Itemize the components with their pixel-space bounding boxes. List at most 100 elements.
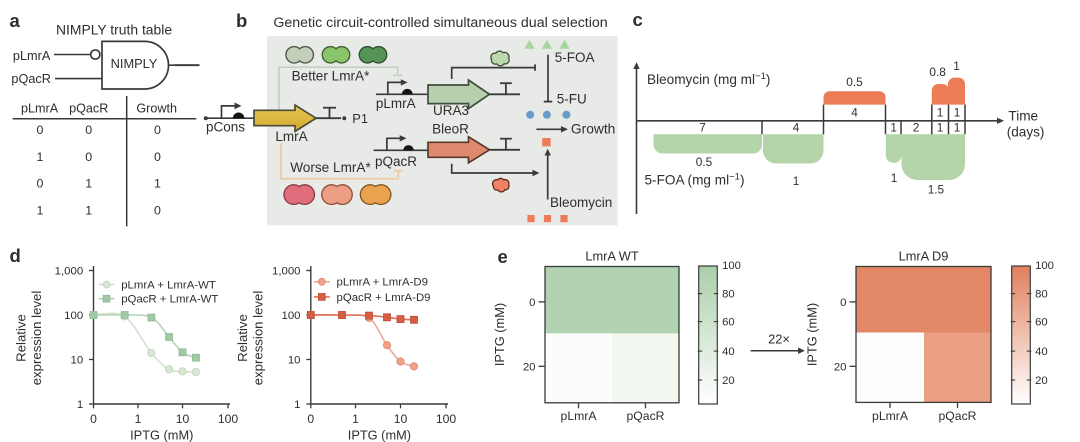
svg-text:5-FOA: 5-FOA xyxy=(555,50,595,65)
svg-text:1: 1 xyxy=(793,174,800,188)
svg-text:2: 2 xyxy=(913,121,920,135)
svg-text:10: 10 xyxy=(394,412,408,426)
svg-text:Time: Time xyxy=(1008,109,1038,124)
svg-text:4: 4 xyxy=(793,121,800,135)
svg-text:60: 60 xyxy=(1035,317,1048,329)
svg-text:IPTG (mM): IPTG (mM) xyxy=(348,428,411,442)
svg-text:5-FU: 5-FU xyxy=(557,92,587,107)
svg-text:1: 1 xyxy=(352,412,359,426)
svg-text:60: 60 xyxy=(722,317,735,329)
svg-text:Better LmrA*: Better LmrA* xyxy=(292,69,371,84)
svg-text:Bleomycin (mg ml−1): Bleomycin (mg ml−1) xyxy=(647,71,770,87)
svg-text:0: 0 xyxy=(154,204,161,218)
svg-text:40: 40 xyxy=(722,346,735,358)
svg-text:LmrA: LmrA xyxy=(275,129,307,144)
svg-text:1: 1 xyxy=(135,412,142,426)
svg-text:0.8: 0.8 xyxy=(929,65,946,79)
svg-text:Growth: Growth xyxy=(136,101,177,115)
svg-text:pLmrA: pLmrA xyxy=(13,49,51,63)
svg-text:0.5: 0.5 xyxy=(696,155,713,169)
svg-text:100: 100 xyxy=(722,260,741,272)
svg-text:Growth: Growth xyxy=(571,122,615,137)
svg-text:pQacR: pQacR xyxy=(627,409,665,423)
svg-text:pQacR + LmrA-WT: pQacR + LmrA-WT xyxy=(121,294,218,306)
svg-text:LmrA D9: LmrA D9 xyxy=(899,249,949,264)
svg-text:1: 1 xyxy=(37,204,44,218)
svg-text:P1: P1 xyxy=(352,111,368,126)
svg-text:0: 0 xyxy=(154,123,161,137)
svg-text:80: 80 xyxy=(1035,289,1048,301)
svg-text:20: 20 xyxy=(1035,375,1048,387)
svg-text:e: e xyxy=(498,246,508,267)
svg-text:1: 1 xyxy=(953,59,960,73)
svg-text:IPTG (mM): IPTG (mM) xyxy=(492,303,507,366)
svg-text:pLmrA + LmrA-WT: pLmrA + LmrA-WT xyxy=(121,279,216,291)
svg-text:1,000: 1,000 xyxy=(272,266,301,278)
svg-text:0: 0 xyxy=(85,150,92,164)
svg-text:pLmrA: pLmrA xyxy=(21,101,59,115)
svg-text:Genetic circuit-controlled sim: Genetic circuit-controlled simultaneous … xyxy=(273,15,607,31)
svg-text:Relative: Relative xyxy=(235,314,250,362)
svg-text:100: 100 xyxy=(64,310,83,322)
svg-text:LmrA WT: LmrA WT xyxy=(585,249,639,264)
svg-text:1: 1 xyxy=(85,177,92,191)
svg-text:b: b xyxy=(236,10,247,31)
svg-text:pQacR: pQacR xyxy=(69,101,108,115)
svg-text:Bleomycin: Bleomycin xyxy=(550,195,612,210)
svg-text:IPTG (mM): IPTG (mM) xyxy=(130,428,193,442)
svg-text:0: 0 xyxy=(37,123,44,137)
svg-text:22×: 22× xyxy=(768,332,790,347)
svg-text:pLmrA: pLmrA xyxy=(872,409,909,423)
svg-text:100: 100 xyxy=(281,310,300,322)
svg-text:Relative: Relative xyxy=(13,314,28,362)
svg-text:0: 0 xyxy=(85,123,92,137)
svg-text:1: 1 xyxy=(891,171,898,185)
svg-text:1: 1 xyxy=(937,105,944,119)
svg-text:c: c xyxy=(633,9,643,30)
svg-text:(days): (days) xyxy=(1007,125,1045,140)
svg-text:1: 1 xyxy=(937,121,944,135)
svg-text:4: 4 xyxy=(851,105,858,119)
svg-text:a: a xyxy=(10,10,21,31)
svg-text:pQacR + LmrA-D9: pQacR + LmrA-D9 xyxy=(337,292,431,304)
svg-text:10: 10 xyxy=(71,355,84,367)
svg-text:20: 20 xyxy=(834,361,847,373)
svg-text:1: 1 xyxy=(154,177,161,191)
svg-text:NIMPLY truth table: NIMPLY truth table xyxy=(56,22,172,38)
svg-text:1: 1 xyxy=(77,399,83,411)
svg-text:0: 0 xyxy=(154,150,161,164)
svg-text:20: 20 xyxy=(523,361,536,373)
svg-text:100: 100 xyxy=(1035,260,1054,272)
svg-text:1: 1 xyxy=(954,121,961,135)
svg-text:IPTG (mM): IPTG (mM) xyxy=(805,303,820,366)
svg-text:1: 1 xyxy=(37,150,44,164)
svg-text:expression level: expression level xyxy=(251,291,266,386)
svg-text:1: 1 xyxy=(294,399,300,411)
svg-text:1: 1 xyxy=(85,204,92,218)
svg-text:0: 0 xyxy=(307,412,314,426)
svg-text:Worse LmrA*: Worse LmrA* xyxy=(290,160,371,175)
svg-text:0: 0 xyxy=(90,412,97,426)
svg-text:0: 0 xyxy=(840,297,846,309)
svg-text:0: 0 xyxy=(37,177,44,191)
svg-text:0: 0 xyxy=(529,297,535,309)
svg-text:pQacR: pQacR xyxy=(375,154,417,169)
svg-text:10: 10 xyxy=(176,412,190,426)
svg-text:0.5: 0.5 xyxy=(846,75,863,89)
svg-text:pLmrA: pLmrA xyxy=(561,409,598,423)
svg-text:d: d xyxy=(10,245,21,266)
svg-text:5-FOA (mg ml−1): 5-FOA (mg ml−1) xyxy=(645,172,745,188)
svg-text:expression level: expression level xyxy=(29,291,44,386)
svg-text:20: 20 xyxy=(722,375,735,387)
svg-text:NIMPLY: NIMPLY xyxy=(111,56,158,71)
svg-text:100: 100 xyxy=(436,412,457,426)
svg-text:pQacR: pQacR xyxy=(11,72,51,86)
svg-text:pCons: pCons xyxy=(206,119,245,134)
svg-text:1.5: 1.5 xyxy=(928,183,945,197)
svg-text:URA3: URA3 xyxy=(433,103,469,118)
svg-text:pLmrA + LmrA-D9: pLmrA + LmrA-D9 xyxy=(337,277,428,289)
svg-text:1: 1 xyxy=(954,105,961,119)
svg-text:BleoR: BleoR xyxy=(432,121,469,136)
svg-text:10: 10 xyxy=(288,355,301,367)
svg-text:pQacR: pQacR xyxy=(939,409,977,423)
